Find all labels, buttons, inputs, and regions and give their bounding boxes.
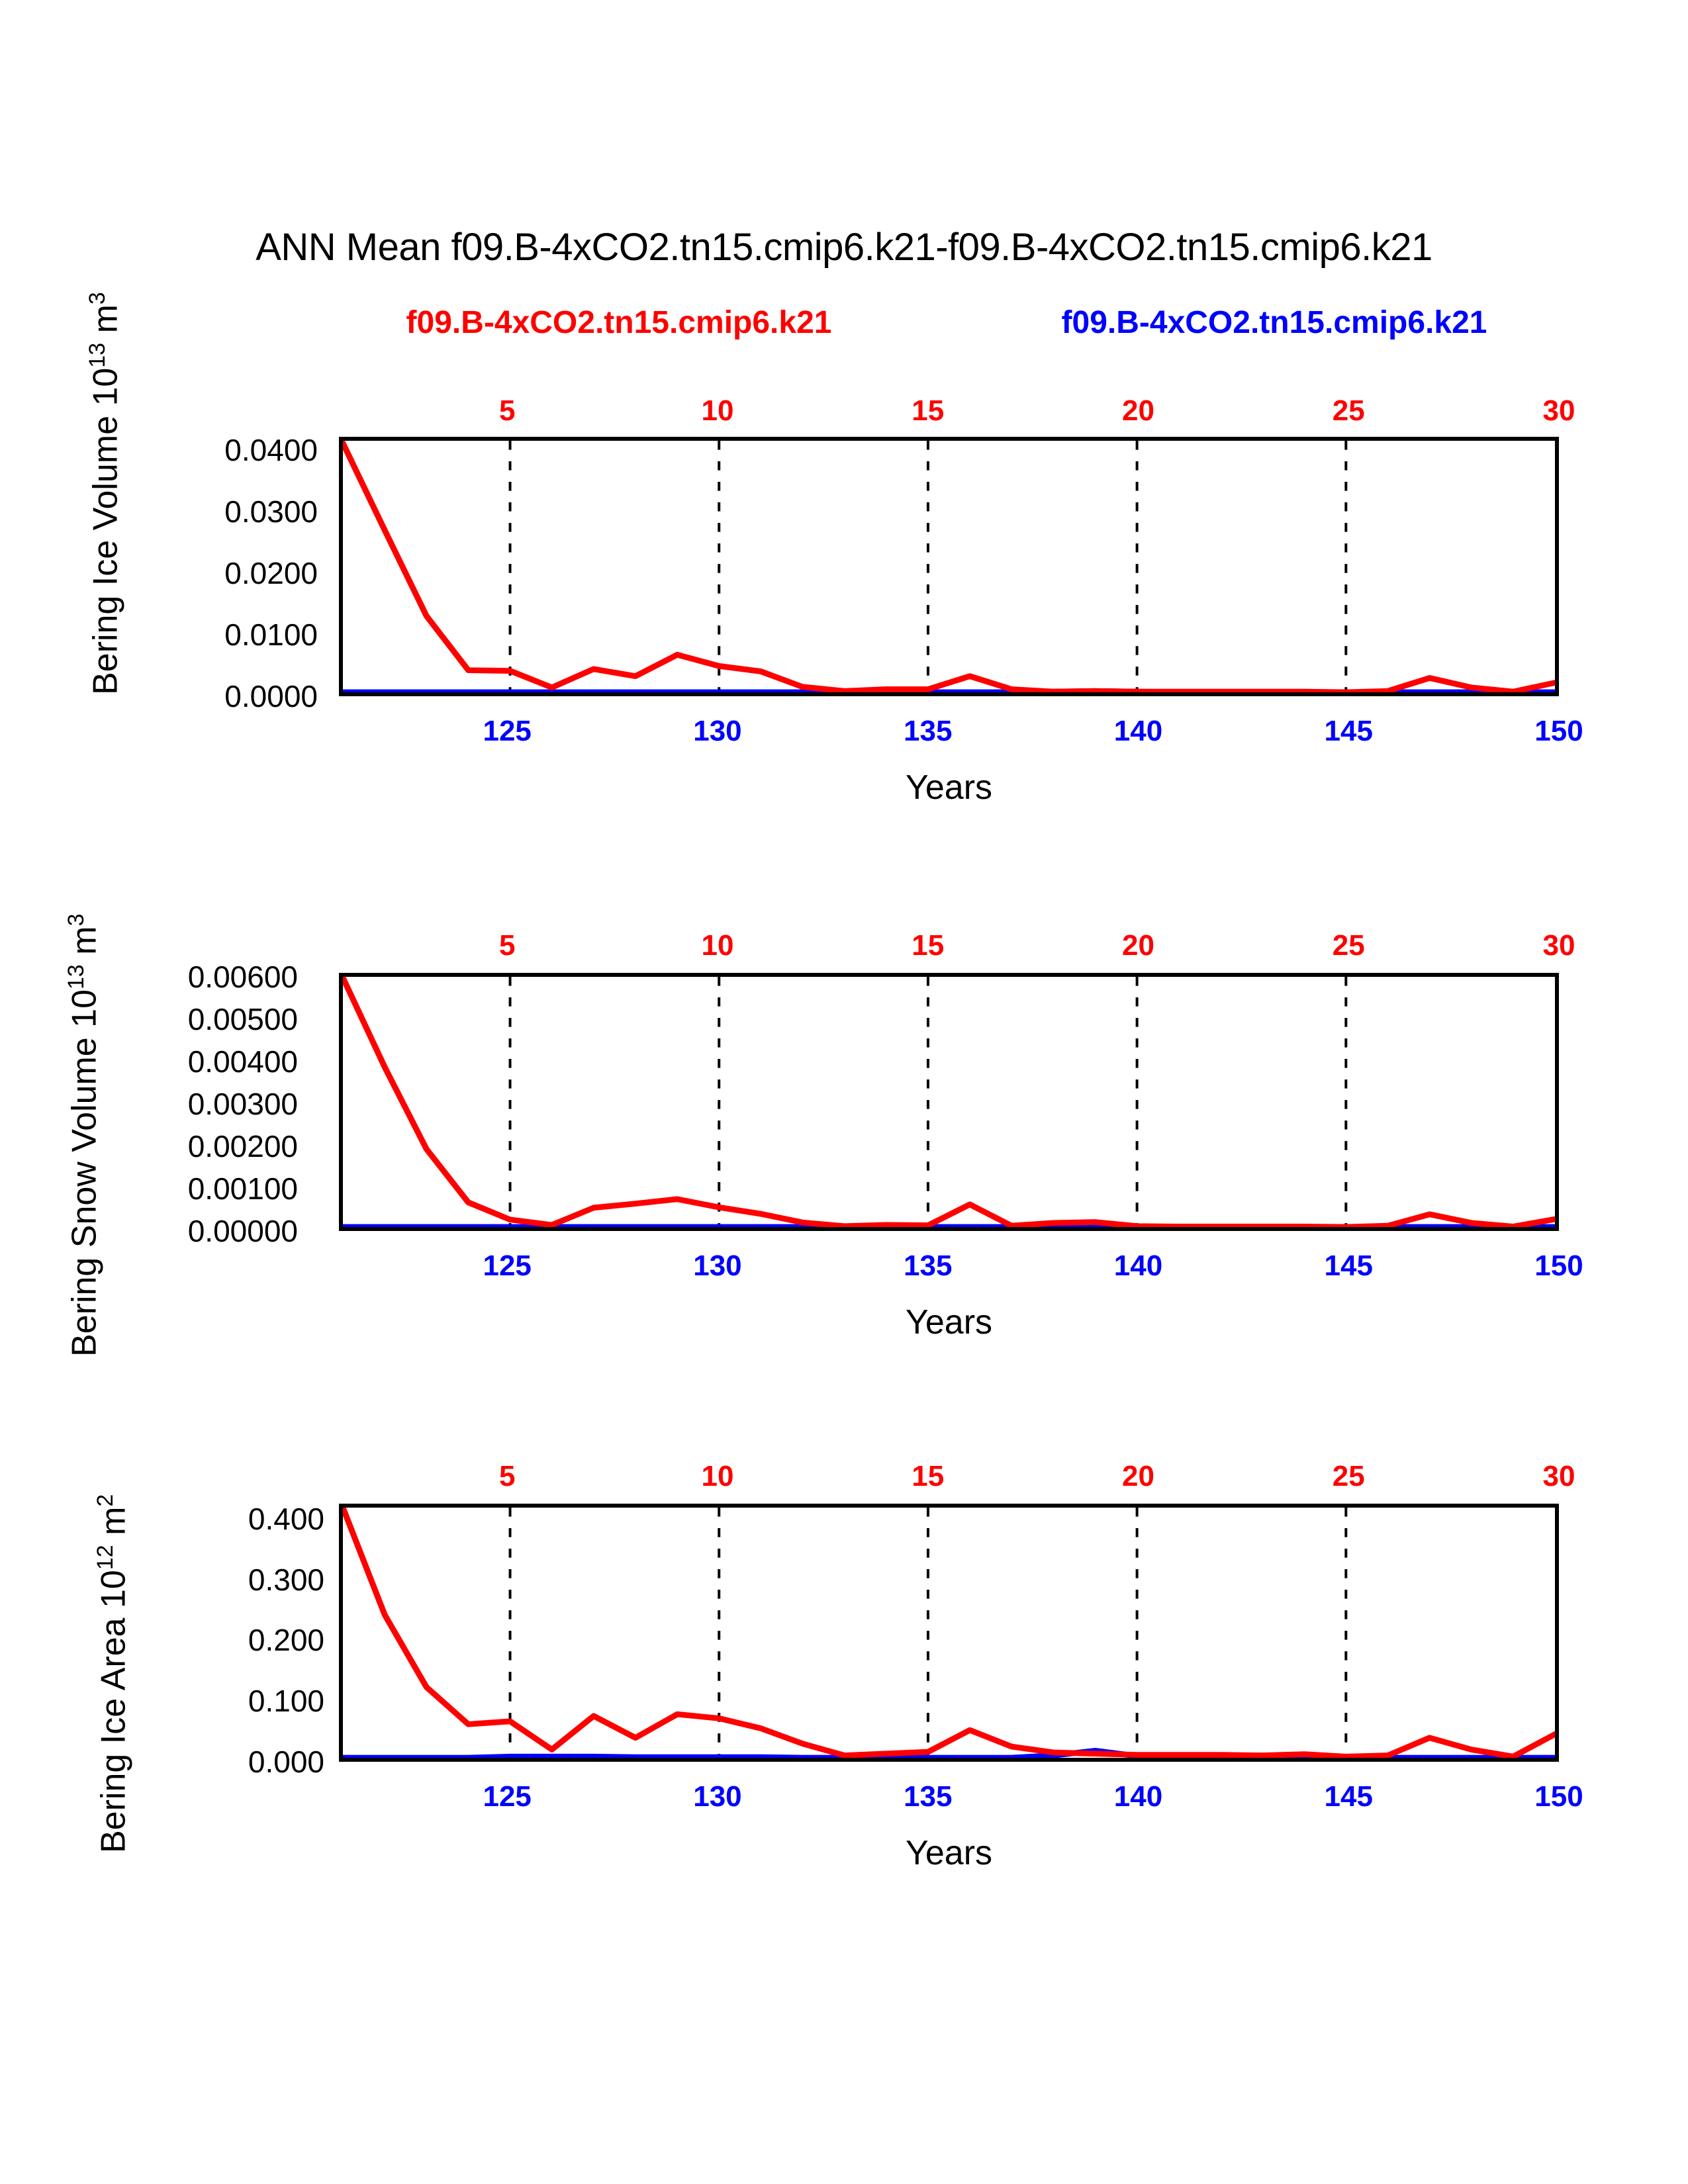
top-axis-tick-label: 25 xyxy=(1332,1460,1365,1492)
plot-canvas-panel-2 xyxy=(343,977,1555,1227)
top-axis-tick-label: 25 xyxy=(1332,929,1365,962)
series-line-blue xyxy=(343,1747,1555,1758)
y-axis-tick-label: 0.00000 xyxy=(187,1214,298,1248)
series-line-red xyxy=(343,441,1555,692)
bottom-axis-tick-label: 140 xyxy=(1113,1780,1163,1813)
y-axis-tick-label: 0.0100 xyxy=(224,617,318,653)
y-axis-tick-label: 0.00600 xyxy=(187,960,298,995)
y-axis-tick-label: 0.200 xyxy=(248,1623,324,1658)
y-axis-tick-label: 0.400 xyxy=(248,1501,324,1536)
bottom-axis-tick-label: 135 xyxy=(904,715,953,747)
y-axis-tick-label: 0.0200 xyxy=(224,556,318,591)
axis-ticks xyxy=(343,977,1555,1227)
gridlines xyxy=(508,977,1348,1227)
bottom-axis-tick-label: 125 xyxy=(483,1780,532,1813)
bottom-axis-tick-label: 150 xyxy=(1534,1780,1583,1813)
top-axis-tick-label: 10 xyxy=(701,394,734,427)
series-line-red xyxy=(343,977,1555,1227)
top-axis-tick-label: 20 xyxy=(1121,929,1154,962)
bottom-axis-tick-labels-panel-2: 125 130 135 140 145 150 xyxy=(339,1250,1583,1287)
axis-ticks xyxy=(343,1508,1555,1758)
bottom-axis-tick-label: 145 xyxy=(1324,1780,1373,1813)
axis-ticks xyxy=(343,441,1555,692)
gridlines xyxy=(508,1508,1348,1758)
top-axis-tick-label: 10 xyxy=(701,1460,734,1492)
top-axis-tick-label: 20 xyxy=(1121,1460,1154,1492)
chart-panel-ice-area: 5 10 15 20 25 30 0.400 0.300 0.200 0.100 0.000 12… xyxy=(0,1423,1688,1886)
y-axis-tick-label: 0.00200 xyxy=(187,1129,298,1164)
legend: f09.B-4xCO2.tn15.cmip6.k21 f09.B-4xCO2.t… xyxy=(0,304,1688,344)
top-axis-tick-label: 5 xyxy=(498,1460,516,1492)
y-axis-tick-label: 0.00100 xyxy=(187,1171,298,1206)
bottom-axis-tick-labels-panel-1: 125 130 135 140 145 150 xyxy=(339,715,1583,752)
y-axis-title-panel-3: Bering Ice Area 1012 m2 xyxy=(93,1494,133,1853)
bottom-axis-tick-label: 140 xyxy=(1113,1250,1163,1282)
bottom-axis-tick-label: 135 xyxy=(904,1250,953,1282)
x-axis-title-panel-3: Years xyxy=(905,1834,993,1872)
top-axis-tick-label: 10 xyxy=(701,929,734,962)
plot-area-panel-2 xyxy=(339,973,1559,1231)
top-axis-tick-label: 15 xyxy=(912,1460,945,1492)
bottom-axis-tick-label: 130 xyxy=(693,1250,742,1282)
bottom-axis-tick-label: 150 xyxy=(1534,715,1583,747)
plot-canvas-panel-3 xyxy=(343,1508,1555,1758)
bottom-axis-tick-label: 145 xyxy=(1324,715,1373,747)
plot-area-panel-1 xyxy=(339,437,1559,696)
bottom-axis-tick-label: 145 xyxy=(1324,1250,1373,1282)
bottom-axis-tick-label: 130 xyxy=(693,715,742,747)
top-axis-tick-labels-panel-1: 5 10 15 20 25 30 xyxy=(339,394,1575,432)
bottom-axis-tick-label: 140 xyxy=(1113,715,1163,747)
y-axis-tick-label: 0.00400 xyxy=(187,1044,298,1079)
top-axis-tick-labels-panel-3: 5 10 15 20 25 30 xyxy=(339,1460,1575,1497)
page-title: ANN Mean f09.B-4xCO2.tn15.cmip6.k21-f09.… xyxy=(256,226,1432,269)
top-axis-tick-label: 20 xyxy=(1121,394,1154,427)
top-axis-tick-label: 30 xyxy=(1542,929,1575,962)
legend-entry-red: f09.B-4xCO2.tn15.cmip6.k21 xyxy=(406,305,832,340)
y-axis-tick-label: 0.00500 xyxy=(187,1002,298,1037)
top-axis-tick-label: 5 xyxy=(498,929,516,962)
x-axis-title-panel-2: Years xyxy=(905,1303,993,1342)
top-axis-tick-label: 30 xyxy=(1542,1460,1575,1492)
y-axis-title-panel-2: Bering Snow Volume 1013 m3 xyxy=(64,913,104,1357)
bottom-axis-tick-label: 150 xyxy=(1534,1250,1583,1282)
top-axis-tick-labels-panel-2: 5 10 15 20 25 30 xyxy=(339,929,1575,966)
y-axis-tick-label: 0.000 xyxy=(248,1745,324,1779)
x-axis-title-panel-1: Years xyxy=(905,768,993,807)
chart-panel-ice-volume: 5 10 15 20 25 30 0.0400 0.0300 0.0200 0.0100 0.00… xyxy=(0,357,1688,807)
y-axis-title-panel-1: Bering Ice Volume 1013 m3 xyxy=(85,292,125,695)
top-axis-tick-label: 25 xyxy=(1332,394,1365,427)
y-axis-tick-label: 0.100 xyxy=(248,1684,324,1719)
plot-area-panel-3 xyxy=(339,1504,1559,1762)
gridlines xyxy=(508,441,1348,692)
y-axis-tick-label: 0.0300 xyxy=(224,494,318,529)
top-axis-tick-label: 5 xyxy=(498,394,516,427)
bottom-axis-tick-label: 125 xyxy=(483,1250,532,1282)
bottom-axis-tick-label: 135 xyxy=(904,1780,953,1813)
y-axis-tick-label: 0.300 xyxy=(248,1562,324,1597)
plot-canvas-panel-1 xyxy=(343,441,1555,692)
legend-entry-blue: f09.B-4xCO2.tn15.cmip6.k21 xyxy=(1061,305,1487,340)
y-axis-tick-label: 0.0400 xyxy=(224,433,318,468)
y-axis-tick-label: 0.00300 xyxy=(187,1087,298,1122)
chart-panel-snow-volume: 5 10 15 20 25 30 0.00600 0.00500 0.00400 0.00300… xyxy=(0,887,1688,1343)
series-line-red xyxy=(343,1508,1555,1758)
bottom-axis-tick-label: 130 xyxy=(693,1780,742,1813)
top-axis-tick-label: 15 xyxy=(912,394,945,427)
bottom-axis-tick-label: 125 xyxy=(483,715,532,747)
top-axis-tick-label: 15 xyxy=(912,929,945,962)
bottom-axis-tick-labels-panel-3: 125 130 135 140 145 150 xyxy=(339,1780,1583,1817)
y-axis-tick-label: 0.0000 xyxy=(224,679,318,713)
top-axis-tick-label: 30 xyxy=(1542,394,1575,427)
